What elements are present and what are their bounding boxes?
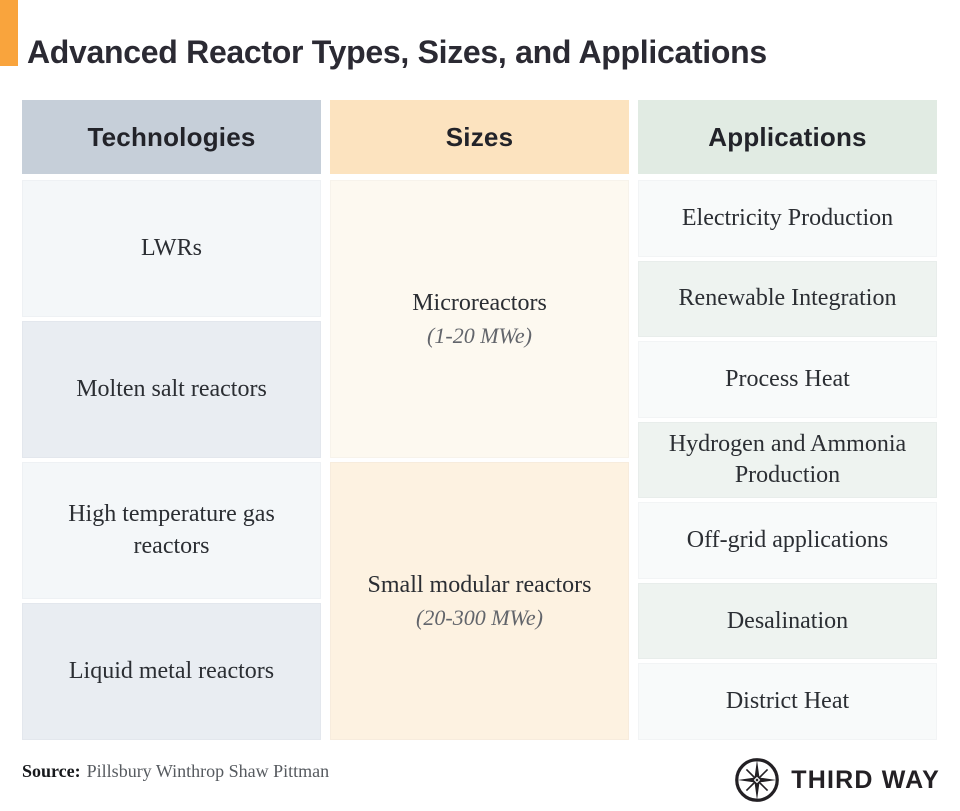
cell-subtext: (20-300 MWe) (416, 604, 543, 630)
table-cell-small-modular-reactors: Small modular reactors (20-300 MWe) (330, 462, 629, 740)
table-cell-electricity-production: Electricity Production (638, 180, 937, 257)
cell-text: Hydrogen and Ammonia Production (668, 430, 907, 489)
column-technologies: Technologies LWRs Molten salt reactors H… (22, 100, 321, 740)
title-accent-bar (0, 0, 18, 66)
brand-wordmark: THIRD WAY (791, 765, 940, 794)
table-cell-renewable-integration: Renewable Integration (638, 260, 937, 338)
cell-text: LWRs (141, 234, 202, 261)
source-text: Pillsbury Winthrop Shaw Pittman (86, 761, 330, 781)
cell-text: Molten salt reactors (76, 375, 267, 402)
cell-text: District Heat (725, 688, 850, 715)
cell-text: Renewable Integration (678, 285, 897, 312)
table-cell-lwrs: LWRs (22, 180, 321, 317)
technologies-body: LWRs Molten salt reactors High temperatu… (22, 180, 321, 740)
table-cell-hydrogen-and-ammonia-production: Hydrogen and Ammonia Production (638, 421, 937, 499)
table-cell-district-heat: District Heat (638, 663, 937, 741)
table-cell-liquid-metal-reactors: Liquid metal reactors (22, 603, 321, 740)
cell-text: Desalination (726, 607, 849, 634)
table-cell-desalination: Desalination (638, 582, 937, 660)
third-way-logo: THIRD WAY (734, 755, 940, 805)
source-label: Source: (22, 761, 81, 781)
column-sizes: Sizes Microreactors (1-20 MWe) Small mod… (330, 100, 629, 740)
table-cell-off-grid-applications: Off-grid applications (638, 502, 937, 579)
table-cell-microreactors: Microreactors (1-20 MWe) (330, 180, 629, 458)
cell-subtext: (1-20 MWe) (427, 322, 532, 348)
page-title: Advanced Reactor Types, Sizes, and Appli… (27, 34, 767, 71)
table-cell-process-heat: Process Heat (638, 341, 937, 418)
table-cell-molten-salt-reactors: Molten salt reactors (22, 321, 321, 458)
compass-star-icon (735, 758, 780, 802)
cell-text: Microreactors (412, 289, 547, 316)
cell-text: Electricity Production (681, 204, 894, 231)
cell-text: Small modular reactors (367, 571, 592, 598)
applications-body: Electricity Production Renewable Integra… (638, 180, 937, 741)
table-cell-high-temperature-gas-reactors: High temperature gas reactors (22, 462, 321, 599)
source-line: Source: Pillsbury Winthrop Shaw Pittman (22, 761, 329, 782)
column-applications: Applications Electricity Production Rene… (638, 100, 937, 741)
cell-text: Liquid metal reactors (68, 657, 275, 684)
sizes-body: Microreactors (1-20 MWe) Small modular r… (330, 180, 629, 740)
sizes-header: Sizes (330, 100, 629, 174)
cell-text: High temperature gas reactors (68, 501, 275, 559)
cell-text: Off-grid applications (686, 527, 889, 553)
reactor-table: Technologies LWRs Molten salt reactors H… (22, 100, 937, 741)
technologies-header: Technologies (22, 100, 321, 174)
applications-header: Applications (638, 100, 937, 174)
cell-text: Process Heat (725, 365, 850, 392)
